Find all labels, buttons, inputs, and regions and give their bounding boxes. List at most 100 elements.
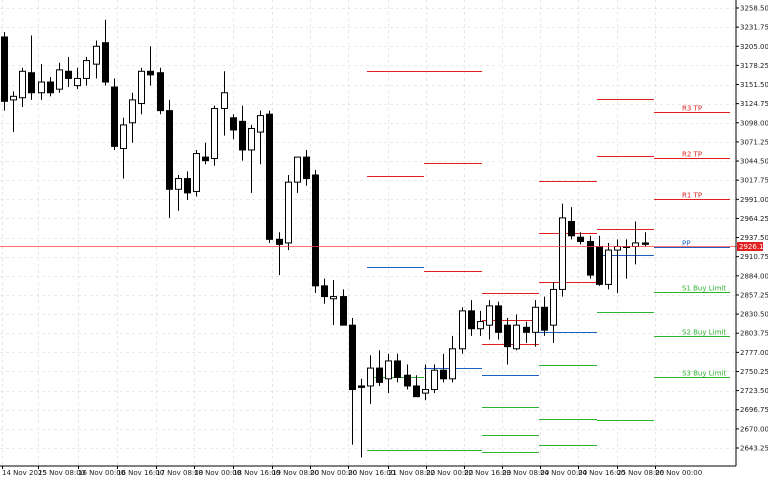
candle-body-bear bbox=[65, 70, 72, 79]
y-tick-label: 2964.25 bbox=[740, 215, 768, 223]
y-tick-label: 3258.50 bbox=[740, 5, 768, 13]
candle-body-bear bbox=[1, 36, 8, 102]
candle-body-bear bbox=[440, 369, 447, 380]
candle-body-bull bbox=[431, 369, 438, 391]
candle-body-bull bbox=[294, 156, 301, 183]
candle-body-bull bbox=[605, 249, 612, 285]
x-tick-label: 23 Nov 08:00 bbox=[502, 469, 549, 477]
candle-body-bull bbox=[532, 306, 539, 333]
candle-body-bull bbox=[559, 217, 566, 290]
candle-body-bear bbox=[577, 236, 584, 242]
x-tick-label: 16 Nov 16:00 bbox=[117, 469, 164, 477]
candle-body-bull bbox=[632, 242, 639, 248]
candle-body-bull bbox=[175, 178, 182, 190]
candle-body-bull bbox=[93, 45, 100, 65]
candle-body-bear bbox=[47, 81, 54, 94]
y-tick-label: 3017.75 bbox=[740, 177, 768, 185]
candle-body-bear bbox=[504, 324, 511, 348]
x-tick-label: 18 Nov 00:00 bbox=[194, 469, 241, 477]
pivot-level-label: S2 Buy Limit bbox=[682, 329, 726, 337]
candle-body-bear bbox=[413, 385, 420, 398]
candle-body-bear bbox=[276, 238, 283, 245]
candle-body-bull bbox=[10, 95, 17, 101]
candle-body-bull bbox=[74, 77, 81, 87]
candle-body-bear bbox=[596, 246, 603, 285]
y-tick-label: 2910.75 bbox=[740, 253, 768, 261]
y-tick-label: 2643.25 bbox=[740, 445, 768, 453]
candle-body-bear bbox=[541, 306, 548, 331]
grid bbox=[0, 0, 736, 466]
candle-body-bear bbox=[468, 310, 475, 330]
candle-body-bear bbox=[303, 156, 310, 180]
candle-body-bull bbox=[422, 389, 429, 394]
candle-body-bear bbox=[230, 117, 237, 131]
candle-body-bear bbox=[312, 174, 319, 287]
candle-body-bull bbox=[477, 321, 484, 330]
x-tick-label: 14 Nov 2025 bbox=[2, 469, 47, 477]
y-tick-label: 3151.50 bbox=[740, 81, 768, 89]
candle-body-bull bbox=[614, 246, 621, 251]
x-tick-label: 19 Nov 08:00 bbox=[272, 469, 319, 477]
candle-body-bear bbox=[321, 285, 328, 298]
candle-body-bull bbox=[486, 305, 493, 326]
y-tick-label: 2696.75 bbox=[740, 406, 768, 414]
candle-body-bear bbox=[568, 220, 575, 237]
y-tick-label: 2723.50 bbox=[740, 387, 768, 395]
candle-body-bull bbox=[138, 70, 145, 104]
y-tick-label: 3071.25 bbox=[740, 138, 768, 146]
candle-body-bear bbox=[166, 110, 173, 190]
candle-body-bull bbox=[385, 360, 392, 380]
y-tick-label: 2857.25 bbox=[740, 291, 768, 299]
current-price-tag: 2926.13 bbox=[737, 242, 768, 251]
candle-body-bull bbox=[120, 124, 127, 150]
candle-body-bear bbox=[157, 72, 164, 112]
x-tick-label: 25 Nov 08:00 bbox=[617, 469, 664, 477]
pivot-level-label: R1 TP bbox=[682, 192, 702, 200]
x-tick-label: 20 Nov 00:00 bbox=[310, 469, 357, 477]
candle-body-bear bbox=[376, 367, 383, 383]
candle-body-bear bbox=[495, 305, 502, 333]
axes bbox=[0, 0, 737, 467]
y-tick-label: 2830.50 bbox=[740, 311, 768, 319]
y-tick-label: 3098.00 bbox=[740, 119, 768, 127]
candle-body-bear bbox=[266, 113, 273, 240]
y-tick-label: 2803.75 bbox=[740, 330, 768, 338]
candle-body-bull bbox=[38, 81, 45, 94]
candle-body-bear bbox=[404, 374, 411, 387]
candle-body-bull bbox=[56, 69, 63, 90]
candle-body-bull bbox=[449, 348, 456, 380]
x-tick-label: 26 Nov 00:00 bbox=[655, 469, 702, 477]
candle-body-bull bbox=[211, 107, 218, 160]
current-price-label: 2926.13 bbox=[739, 243, 768, 251]
candle-body-bear bbox=[184, 178, 191, 194]
x-tick-label: 15 Nov 08:00 bbox=[38, 469, 85, 477]
candle-body-bear bbox=[349, 324, 356, 391]
pivot-level-label: S3 Buy Limit bbox=[682, 370, 726, 378]
y-tick-label: 2777.00 bbox=[740, 349, 768, 357]
pivot-levels: R3 TP R2 TP R1 TP PP S1 Buy Limit S2 Buy Limi… bbox=[367, 71, 730, 453]
candles bbox=[1, 19, 649, 458]
candle-body-bear bbox=[642, 242, 649, 245]
x-tick-label: 24 Nov 00:00 bbox=[540, 469, 587, 477]
candle-body-bull bbox=[129, 99, 136, 124]
candle-body-bull bbox=[221, 92, 228, 109]
pivot-level-label: PP bbox=[682, 240, 690, 248]
x-tick-label: 17 Nov 08:00 bbox=[156, 469, 203, 477]
candle-body-bear bbox=[394, 360, 401, 378]
pivot-level-label: S1 Buy Limit bbox=[682, 285, 726, 293]
candle-body-bull bbox=[19, 70, 26, 99]
candle-body-bull bbox=[248, 128, 255, 151]
candle-body-bull bbox=[330, 296, 337, 300]
x-tick-label: 16 Nov 00:00 bbox=[78, 469, 125, 477]
y-tick-label: 2884.00 bbox=[740, 272, 768, 280]
x-tick-label: 20 Nov 16:00 bbox=[348, 469, 395, 477]
y-tick-label: 3124.75 bbox=[740, 100, 768, 108]
y-tick-label: 2991.00 bbox=[740, 196, 768, 204]
candle-body-bull bbox=[459, 310, 466, 350]
y-axis-labels: 3258.50 3231.75 3205.00 3178.25 3151.50 3124.… bbox=[736, 5, 768, 453]
candle-body-bear bbox=[340, 296, 347, 326]
candle-body-bear bbox=[358, 385, 365, 388]
